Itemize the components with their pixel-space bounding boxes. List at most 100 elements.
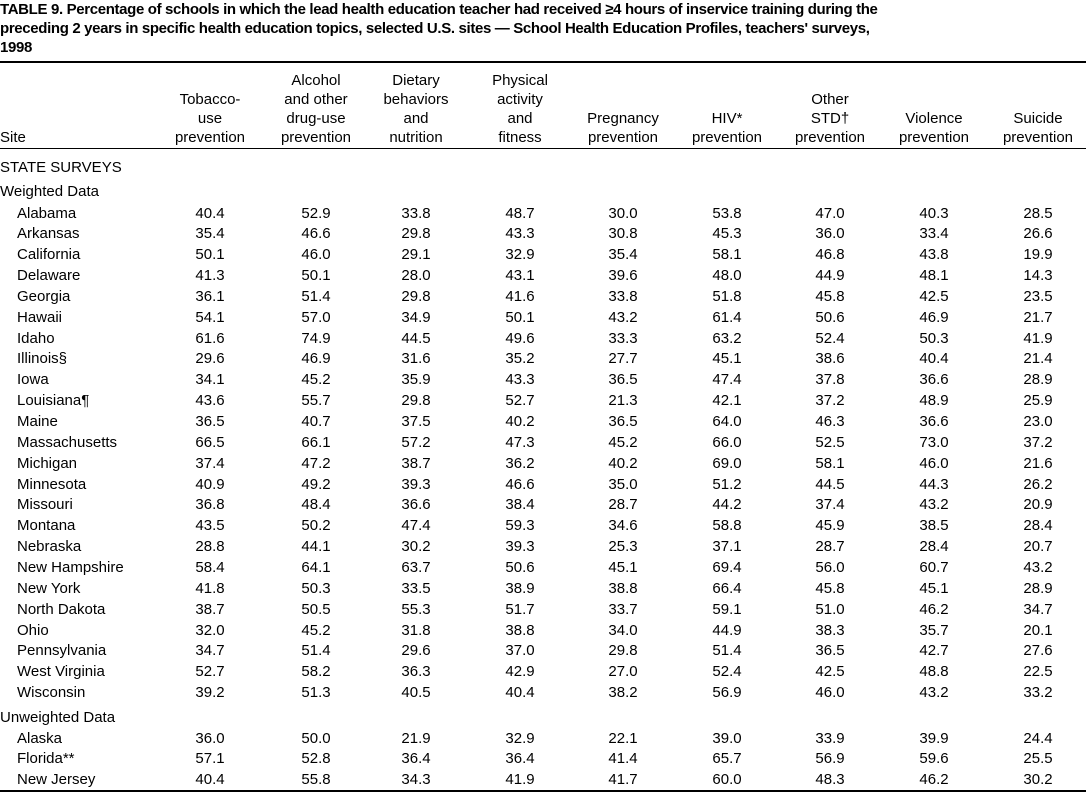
cell-value: 51.3 <box>301 684 331 702</box>
site-name: New Hampshire <box>17 558 124 576</box>
cell-value: 50.2 <box>301 517 331 535</box>
column-header: prevention <box>898 128 970 146</box>
cell-value: 43.6 <box>195 392 225 410</box>
cell-value: 50.3 <box>919 329 949 347</box>
cell-value: 32.0 <box>195 621 225 639</box>
site-name: Maine <box>17 413 58 430</box>
cell-value: 21.9 <box>401 729 431 747</box>
cell-value: 38.7 <box>195 600 225 618</box>
cell-value: 44.9 <box>712 621 742 639</box>
cell-value: 46.0 <box>919 454 949 472</box>
column-header: and <box>507 109 533 127</box>
site-name: Arkansas <box>17 225 80 243</box>
cell-value: 46.9 <box>919 308 949 326</box>
cell-value: 28.7 <box>815 538 845 556</box>
cell-value: 57.1 <box>195 750 225 768</box>
cell-value: 45.8 <box>815 579 845 597</box>
site-name: Massachusetts <box>17 433 118 451</box>
cell-value: 35.4 <box>608 246 638 264</box>
cell-value: 42.9 <box>505 663 535 681</box>
cell-value: 51.2 <box>712 475 742 493</box>
cell-value: 51.0 <box>815 600 845 618</box>
cell-value: 57.2 <box>401 433 431 451</box>
column-header: prevention <box>1002 128 1074 146</box>
cell-value: 50.6 <box>505 558 535 576</box>
cell-value: 64.0 <box>712 413 742 430</box>
cell-value: 23.5 <box>1023 287 1053 305</box>
site-name: Nebraska <box>17 538 82 556</box>
cell-value: 34.6 <box>608 517 638 535</box>
cell-value: 28.4 <box>919 538 949 556</box>
cell-value: 58.2 <box>301 663 331 681</box>
cell-value: 43.3 <box>505 371 535 389</box>
cell-value: 53.8 <box>712 204 742 222</box>
cell-value: 48.8 <box>919 663 949 681</box>
cell-value: 56.9 <box>815 750 845 768</box>
cell-value: 44.9 <box>815 267 845 285</box>
column-header: fitness <box>498 128 542 146</box>
title-line: preceding 2 years in specific health edu… <box>0 20 870 37</box>
bottom-rule <box>0 790 1086 792</box>
cell-value: 37.2 <box>815 392 845 410</box>
cell-value: 44.5 <box>815 475 845 493</box>
column-header: STD† <box>810 109 850 127</box>
site-name: New Jersey <box>17 771 96 789</box>
cell-value: 60.0 <box>712 771 742 789</box>
cell-value: 28.8 <box>195 538 225 556</box>
cell-value: 36.2 <box>505 454 535 472</box>
cell-value: 44.5 <box>401 329 431 347</box>
cell-value: 58.8 <box>712 517 742 535</box>
cell-value: 45.9 <box>815 517 845 535</box>
cell-value: 28.7 <box>608 496 638 514</box>
cell-value: 42.5 <box>919 287 949 305</box>
site-name: Missouri <box>17 496 73 514</box>
cell-value: 34.7 <box>1023 600 1053 618</box>
cell-value: 43.5 <box>195 517 225 535</box>
cell-value: 43.2 <box>919 684 949 702</box>
column-header: prevention <box>280 128 352 146</box>
cell-value: 50.3 <box>301 579 331 597</box>
cell-value: 52.7 <box>505 392 535 410</box>
site-name: West Virginia <box>17 663 105 681</box>
title-line: TABLE 9. Percentage of schools in which … <box>0 1 878 18</box>
cell-value: 41.8 <box>195 579 225 597</box>
cell-value: 39.6 <box>608 267 638 285</box>
cell-value: 34.7 <box>195 642 225 660</box>
cell-value: 66.0 <box>712 433 742 451</box>
cell-value: 33.5 <box>401 579 431 597</box>
cell-value: 65.7 <box>712 750 742 768</box>
cell-value: 31.8 <box>401 621 431 639</box>
site-name: Louisiana¶ <box>17 392 90 410</box>
cell-value: 37.0 <box>505 642 535 660</box>
cell-value: 38.8 <box>505 621 535 639</box>
cell-value: 46.9 <box>301 350 331 368</box>
column-header: Alcohol <box>291 71 341 89</box>
cell-value: 66.4 <box>712 579 742 597</box>
cell-value: 42.5 <box>815 663 845 681</box>
cell-value: 28.5 <box>1023 204 1053 222</box>
cell-value: 36.0 <box>195 729 225 747</box>
cell-value: 20.1 <box>1023 621 1053 639</box>
cell-value: 37.2 <box>1023 433 1053 451</box>
cell-value: 42.7 <box>919 642 949 660</box>
cell-value: 29.8 <box>608 642 638 660</box>
column-header: behaviors <box>383 90 449 108</box>
cell-value: 58.1 <box>712 246 742 264</box>
cell-value: 25.3 <box>608 538 638 556</box>
cell-value: 43.8 <box>919 246 949 264</box>
cell-value: 28.4 <box>1023 517 1053 535</box>
cell-value: 48.3 <box>815 771 845 789</box>
cell-value: 38.2 <box>608 684 638 702</box>
cell-value: 38.7 <box>401 454 431 472</box>
cell-value: 55.8 <box>301 771 331 789</box>
cell-value: 27.6 <box>1023 642 1053 660</box>
cell-value: 43.3 <box>505 225 535 243</box>
cell-value: 40.3 <box>919 204 949 222</box>
cell-value: 45.2 <box>301 371 331 389</box>
cell-value: 29.6 <box>401 642 431 660</box>
cell-value: 51.4 <box>712 642 742 660</box>
cell-value: 36.3 <box>401 663 431 681</box>
column-header: prevention <box>794 128 866 146</box>
cell-value: 38.9 <box>505 579 535 597</box>
cell-value: 46.2 <box>919 600 949 618</box>
